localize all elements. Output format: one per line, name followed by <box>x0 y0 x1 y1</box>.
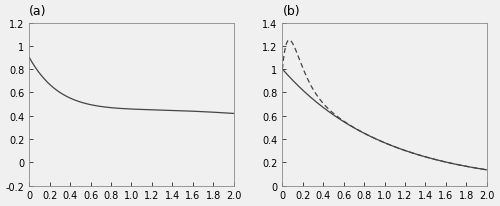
Text: (b): (b) <box>282 5 300 18</box>
Text: (a): (a) <box>30 5 47 18</box>
